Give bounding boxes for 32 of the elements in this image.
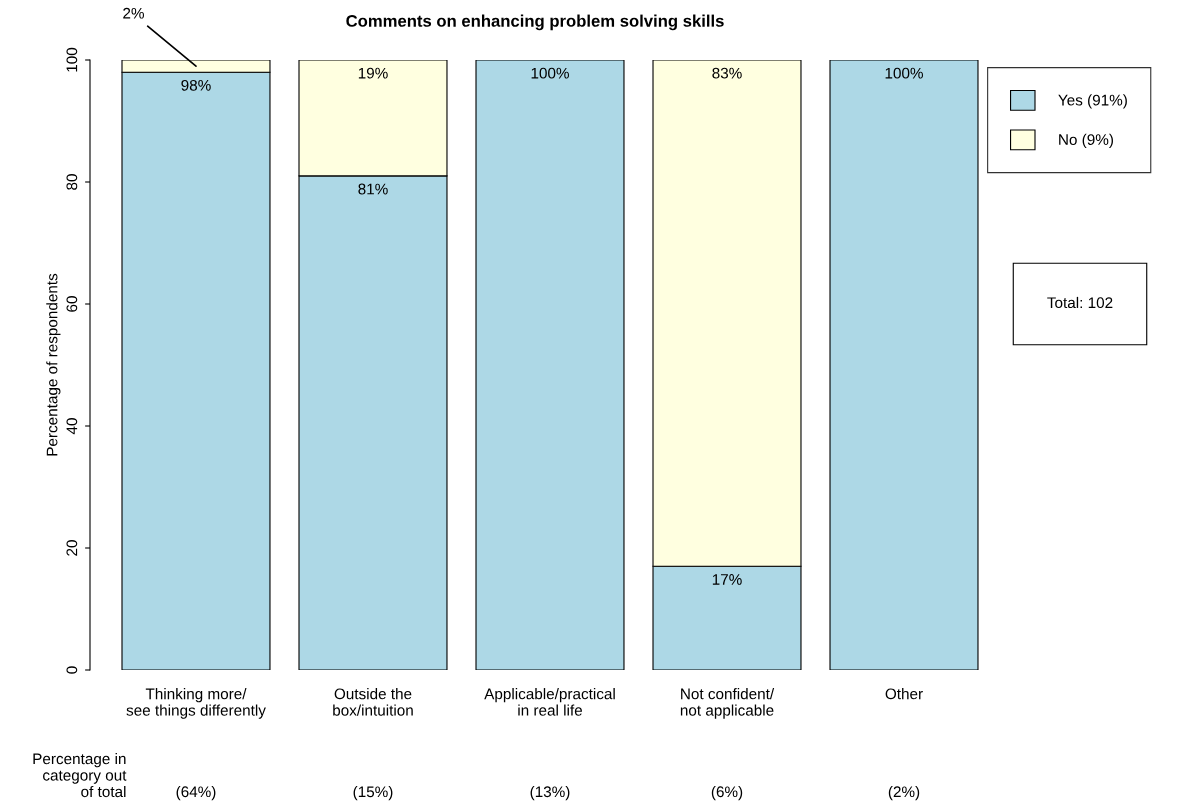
text: (6%) (711, 785, 743, 801)
data-label: 98% (181, 79, 211, 91)
chart-title: Comments on enhancing problem solving skills (346, 14, 724, 31)
data-label: 83% (712, 67, 742, 79)
text: (15%) (353, 785, 393, 801)
x-tick-label: Not confident/ not applicable (680, 688, 775, 719)
data-label: 2% (123, 7, 144, 19)
x-tick-label: Thinking more/ see things differently (126, 688, 266, 719)
data-label: 100% (885, 67, 923, 79)
legend-label: Yes (91%) (1058, 94, 1127, 109)
x-tick-label: Other (885, 688, 923, 700)
y-tick-label: 60 (66, 296, 78, 312)
y-axis-title: Percentage of respondents (46, 273, 61, 456)
text: Total: 102 (1047, 296, 1113, 309)
y-tick-label: 40 (66, 418, 78, 435)
y-tick-label: 100 (66, 47, 78, 72)
bar (475, 60, 625, 670)
data-label: 100% (531, 67, 569, 79)
data-label: 17% (712, 574, 742, 585)
x-tick-label: Outside the box/intuition (333, 688, 413, 716)
text: (64%) (176, 785, 216, 801)
text: (13%) (530, 785, 570, 801)
text: Percentage in category out of total (33, 753, 127, 798)
x-tick-label: Applicable/practical in real life (484, 688, 615, 716)
bar (829, 60, 979, 670)
y-tick-label: 80 (66, 174, 78, 190)
legend-label: No (9%) (1059, 133, 1113, 149)
y-tick-label: 20 (66, 540, 78, 556)
data-label: 19% (358, 67, 388, 79)
text: (2%) (888, 785, 920, 801)
y-tick-label: 0 (66, 666, 78, 674)
data-label: 81% (358, 183, 388, 195)
